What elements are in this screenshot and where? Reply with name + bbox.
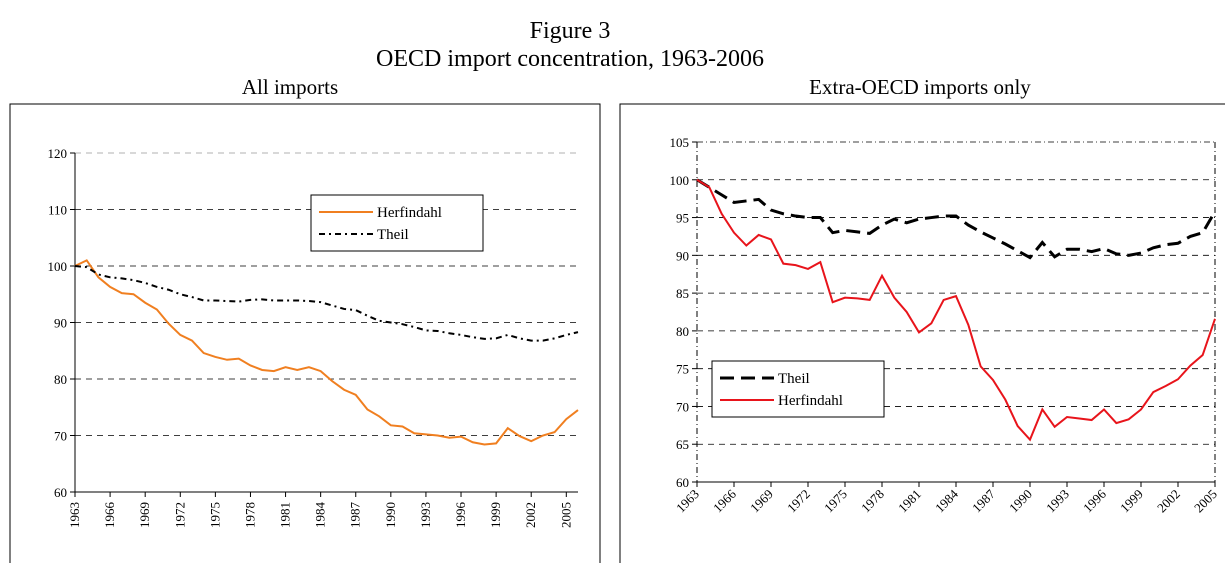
legend-label: Herfindahl xyxy=(778,393,843,409)
x-tick-label: 1966 xyxy=(710,486,739,515)
data-line xyxy=(696,178,1216,442)
x-tick-label: 2005 xyxy=(558,502,573,528)
y-tick-label: 60 xyxy=(54,485,67,500)
x-tick-label: 1993 xyxy=(418,502,433,528)
y-tick-label: 90 xyxy=(54,316,67,331)
y-tick-label: 90 xyxy=(676,248,689,263)
data-line xyxy=(74,259,579,446)
y-tick-label: 120 xyxy=(48,146,68,161)
y-tick-label: 70 xyxy=(54,429,67,444)
x-tick-label: 1996 xyxy=(1080,486,1109,515)
y-tick-label: 65 xyxy=(676,437,689,452)
y-tick-label: 95 xyxy=(676,211,689,226)
x-tick-label: 1972 xyxy=(784,486,813,515)
x-tick-label: 1990 xyxy=(1006,486,1035,515)
x-tick-label: 1969 xyxy=(137,502,152,528)
y-tick-label: 70 xyxy=(676,399,689,414)
x-tick-label: 1987 xyxy=(969,486,998,515)
legend-label: Theil xyxy=(778,371,810,387)
x-tick-label: 1978 xyxy=(242,502,257,528)
x-tick-label: 1963 xyxy=(673,486,702,515)
x-tick-label: 1972 xyxy=(172,502,187,528)
chart-title: Extra-OECD imports only xyxy=(809,75,1031,99)
y-tick-label: 100 xyxy=(670,173,690,188)
x-tick-label: 1984 xyxy=(932,486,961,515)
x-tick-label: 1981 xyxy=(895,486,924,515)
y-tick-label: 105 xyxy=(670,135,690,150)
x-tick-label: 2002 xyxy=(1154,486,1183,515)
x-tick-label: 2005 xyxy=(1191,486,1220,515)
x-tick-label: 1963 xyxy=(67,502,82,528)
x-tick-label: 1975 xyxy=(207,502,222,528)
chart-title: All imports xyxy=(242,75,338,99)
x-tick-label: 1969 xyxy=(747,486,776,515)
legend-box xyxy=(310,194,484,252)
panel-frame xyxy=(9,103,601,568)
x-tick-label: 1993 xyxy=(1043,486,1072,515)
y-tick-label: 100 xyxy=(48,259,68,274)
y-tick-label: 85 xyxy=(676,286,689,301)
x-tick-label: 1999 xyxy=(1117,486,1146,515)
x-tick-label: 1999 xyxy=(488,502,503,528)
x-tick-label: 1978 xyxy=(858,486,887,515)
y-tick-label: 75 xyxy=(676,362,689,377)
x-tick-label: 1987 xyxy=(348,502,363,529)
y-tick-label: 80 xyxy=(54,372,67,387)
x-tick-label: 1966 xyxy=(102,502,117,529)
x-tick-label: 2002 xyxy=(523,502,538,528)
figure-title: OECD import concentration, 1963-2006 xyxy=(376,46,764,72)
x-tick-label: 1981 xyxy=(278,502,293,528)
legend-label: Herfindahl xyxy=(377,205,442,221)
legend-label: Theil xyxy=(377,227,409,243)
x-tick-label: 1990 xyxy=(383,502,398,528)
legend-box xyxy=(711,360,885,418)
x-tick-label: 1975 xyxy=(821,486,850,515)
y-tick-label: 80 xyxy=(676,324,689,339)
x-tick-label: 1984 xyxy=(313,502,328,529)
figure-label: Figure 3 xyxy=(530,18,611,44)
data-line xyxy=(74,265,579,342)
y-tick-label: 110 xyxy=(48,203,67,218)
data-line xyxy=(696,178,1217,260)
x-tick-label: 1996 xyxy=(453,502,468,529)
panel-frame xyxy=(619,103,1225,568)
y-tick-label: 60 xyxy=(676,475,689,490)
